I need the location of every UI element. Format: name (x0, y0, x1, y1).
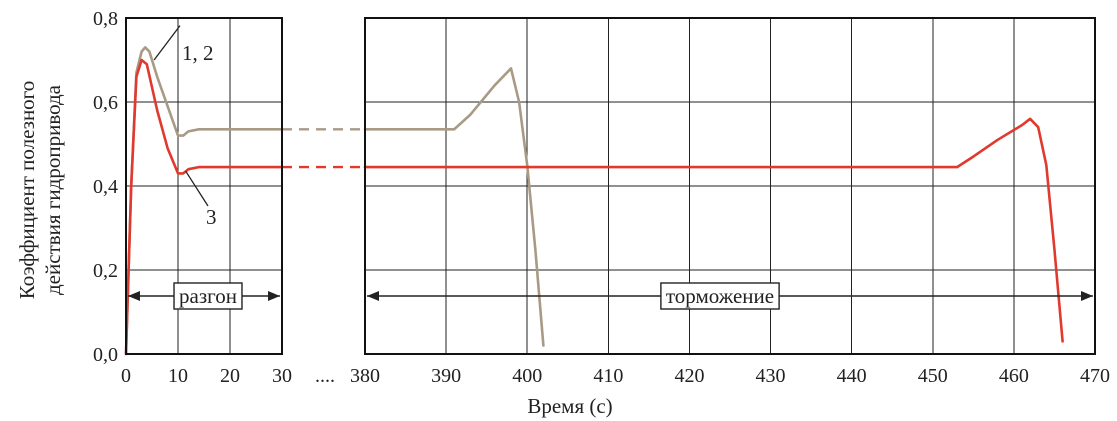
x-tick-label: 450 (918, 365, 948, 387)
leader-line-1-2 (153, 25, 181, 61)
x-tick-label: 420 (674, 365, 704, 387)
phase-layer: разгон торможение (128, 282, 1093, 310)
x-tick-label: 440 (837, 365, 867, 387)
x-tick-label: 0 (121, 365, 131, 387)
leader-line-3 (185, 170, 209, 207)
series-line-1-2 (363, 67, 545, 347)
x-tick-label: 10 (168, 365, 188, 387)
phase-arrowhead-left (128, 291, 140, 301)
y-tick-label: 0,8 (93, 8, 118, 30)
x-tick-label: 380 (350, 365, 380, 387)
phase-arrowhead-left (367, 291, 379, 301)
x-tick-label: 470 (1080, 365, 1110, 387)
x-tick-label: 410 (593, 365, 623, 387)
grid-layer (126, 18, 1095, 354)
series-line-3 (124, 58, 284, 356)
x-tick-label: 460 (999, 365, 1029, 387)
y-axis-title: Коэффициент полезногодействия гидроприво… (15, 81, 65, 300)
series-label-1-2: 1, 2 (182, 41, 214, 65)
x-tick-label: 400 (512, 365, 542, 387)
y-axis-title-line: действия гидропривода (41, 84, 65, 295)
series-line-3 (363, 117, 1064, 343)
x-axis-break-label: .... (315, 365, 335, 387)
phase-arrowhead-right (268, 291, 280, 301)
y-tick-label: 0,4 (93, 176, 118, 198)
phase-label-box (660, 282, 780, 310)
series-layer (124, 46, 1064, 356)
frame-layer (125, 17, 1096, 355)
phase-label-box (173, 282, 243, 310)
phase-label: разгон (179, 284, 237, 308)
x-tick-label: 430 (756, 365, 786, 387)
x-tick-label: 30 (272, 365, 292, 387)
y-axis-title-line: Коэффициент полезного (15, 81, 39, 300)
plot-frame-right (364, 17, 1096, 355)
series-label-3: 3 (206, 205, 217, 229)
plot-frame-left (125, 17, 283, 355)
phase-arrowhead-right (1081, 291, 1093, 301)
x-tick-label: 390 (431, 365, 461, 387)
x-axis-title: Время (с) (527, 394, 612, 418)
x-tick-label: 20 (220, 365, 240, 387)
phase-label: торможение (666, 284, 774, 308)
y-tick-label: 0,0 (93, 344, 118, 366)
label-layer: 0 10 20 30 380 390 400 410 420 430 440 450 460 470...… (15, 8, 1110, 418)
y-tick-label: 0,6 (93, 92, 118, 114)
y-tick-label: 0,2 (93, 260, 118, 282)
